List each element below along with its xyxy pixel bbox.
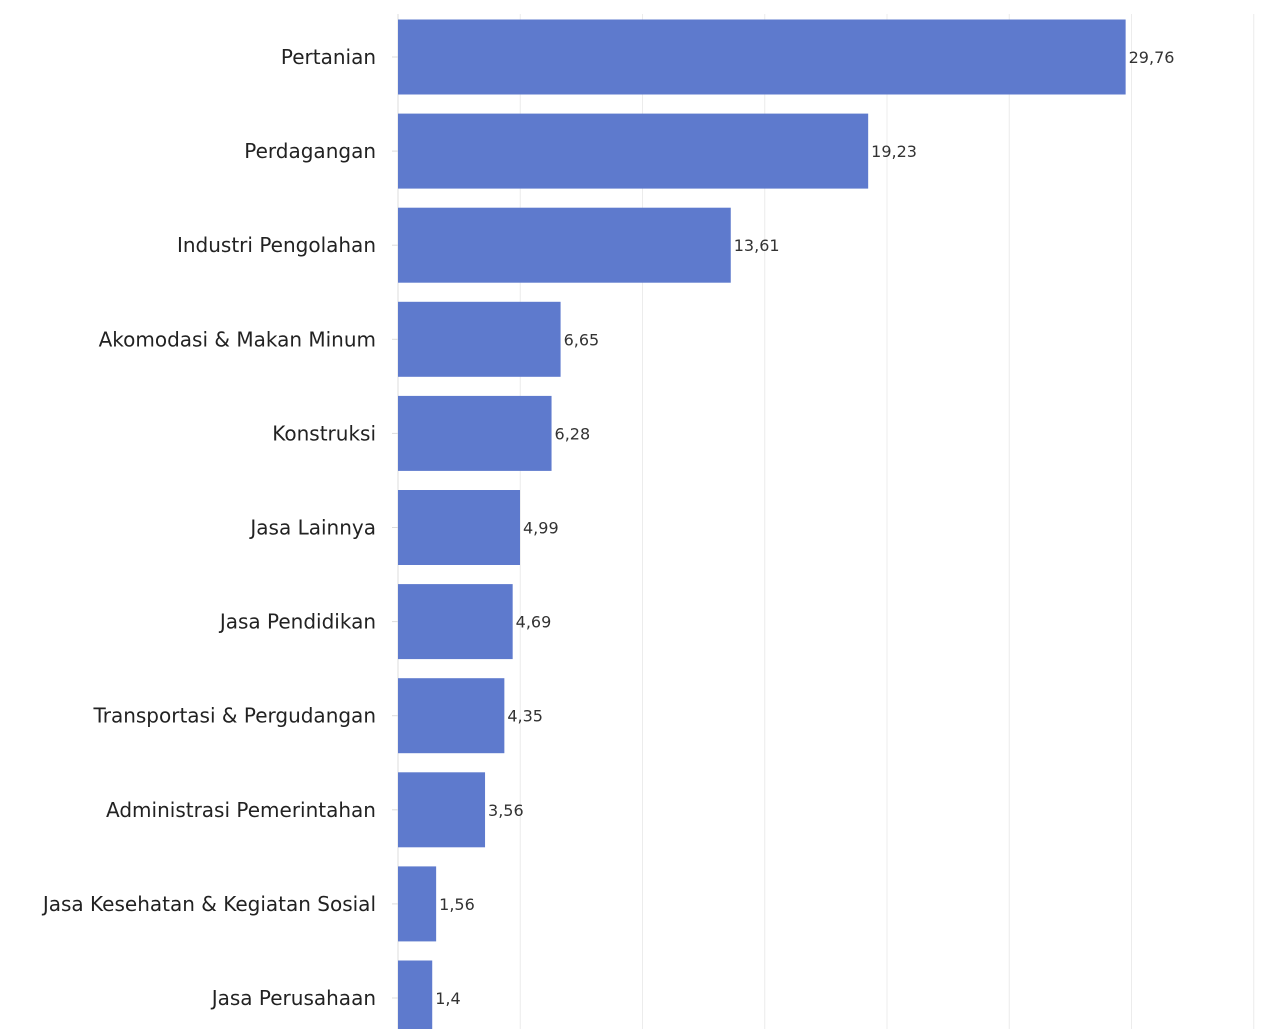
bar: [398, 866, 437, 942]
bar: [398, 113, 869, 189]
category-label: Jasa Perusahaan: [210, 986, 376, 1010]
bar: [398, 395, 552, 471]
data-label: 6,28: [555, 424, 591, 443]
category-label: Konstruksi: [272, 421, 376, 445]
bar: [398, 960, 433, 1029]
category-label: Pertanian: [281, 45, 376, 69]
category-label: Transportasi & Pergudangan: [92, 704, 376, 728]
data-label: 4,69: [516, 613, 552, 632]
data-label: 13,61: [734, 236, 780, 255]
data-label: 3,56: [488, 801, 524, 820]
labels: Pertanian 29,76 Perdagangan 19,23 Industri P…: [41, 45, 1175, 1010]
category-label: Jasa Kesehatan & Kegiatan Sosial: [41, 892, 376, 916]
category-label: Administrasi Pemerintahan: [106, 798, 376, 822]
data-label: 29,76: [1129, 48, 1175, 67]
bar: [398, 207, 731, 283]
category-label: Perdagangan: [244, 139, 376, 163]
data-label: 4,99: [523, 519, 559, 538]
bar: [398, 301, 561, 377]
bar: [398, 678, 505, 754]
data-label: 1,56: [439, 895, 475, 914]
data-label: 19,23: [871, 142, 917, 161]
category-label: Akomodasi & Makan Minum: [99, 327, 376, 351]
category-label: Industri Pengolahan: [177, 233, 376, 257]
bar: [398, 772, 486, 848]
bar: [398, 19, 1126, 95]
bar: [398, 584, 513, 660]
bar: [398, 490, 521, 565]
category-label: Jasa Pendidikan: [218, 610, 376, 634]
data-label: 6,65: [564, 330, 600, 349]
category-label: Jasa Lainnya: [248, 516, 376, 540]
data-label: 1,4: [435, 989, 460, 1008]
data-label: 4,35: [507, 707, 543, 726]
bars: [398, 19, 1126, 1029]
